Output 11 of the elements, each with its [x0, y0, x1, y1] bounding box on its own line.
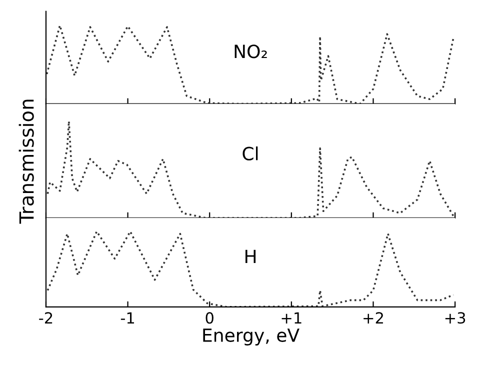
annotation: Cl: [242, 146, 258, 160]
x-tick-label: -1: [120, 312, 134, 324]
x-axis-title: Energy, eV: [203, 328, 300, 346]
x-tick-label: +3: [445, 312, 466, 324]
x-tick-label: -2: [39, 312, 52, 324]
annotation: NO₂: [234, 44, 267, 58]
annotation: H: [246, 250, 256, 263]
x-tick-label: +2: [364, 312, 383, 324]
y-axis-title: Transmission: [18, 100, 34, 224]
x-tick-label: +1: [282, 312, 302, 324]
x-tick-label: 0: [206, 312, 214, 324]
